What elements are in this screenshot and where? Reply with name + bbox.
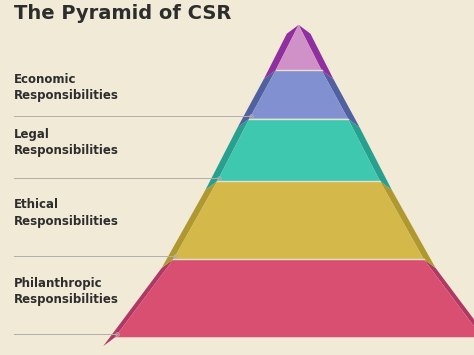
Polygon shape — [348, 119, 392, 190]
Polygon shape — [237, 70, 276, 127]
Text: Ethical
Responsibilities: Ethical Responsibilities — [14, 198, 119, 228]
Polygon shape — [103, 259, 173, 346]
Polygon shape — [321, 70, 360, 127]
Polygon shape — [380, 181, 436, 268]
Polygon shape — [264, 25, 299, 79]
Text: Legal
Responsibilities: Legal Responsibilities — [14, 128, 119, 157]
Text: Economic
Responsibilities: Economic Responsibilities — [14, 73, 119, 102]
Text: Philanthropic
Responsibilities: Philanthropic Responsibilities — [14, 277, 119, 306]
Polygon shape — [424, 259, 474, 346]
Polygon shape — [249, 70, 348, 119]
Polygon shape — [115, 259, 474, 337]
Text: The Pyramid of CSR: The Pyramid of CSR — [14, 4, 232, 23]
Polygon shape — [276, 25, 321, 70]
Polygon shape — [173, 181, 424, 259]
Polygon shape — [299, 25, 333, 79]
Polygon shape — [162, 181, 217, 268]
Polygon shape — [205, 119, 249, 190]
Polygon shape — [217, 119, 380, 181]
